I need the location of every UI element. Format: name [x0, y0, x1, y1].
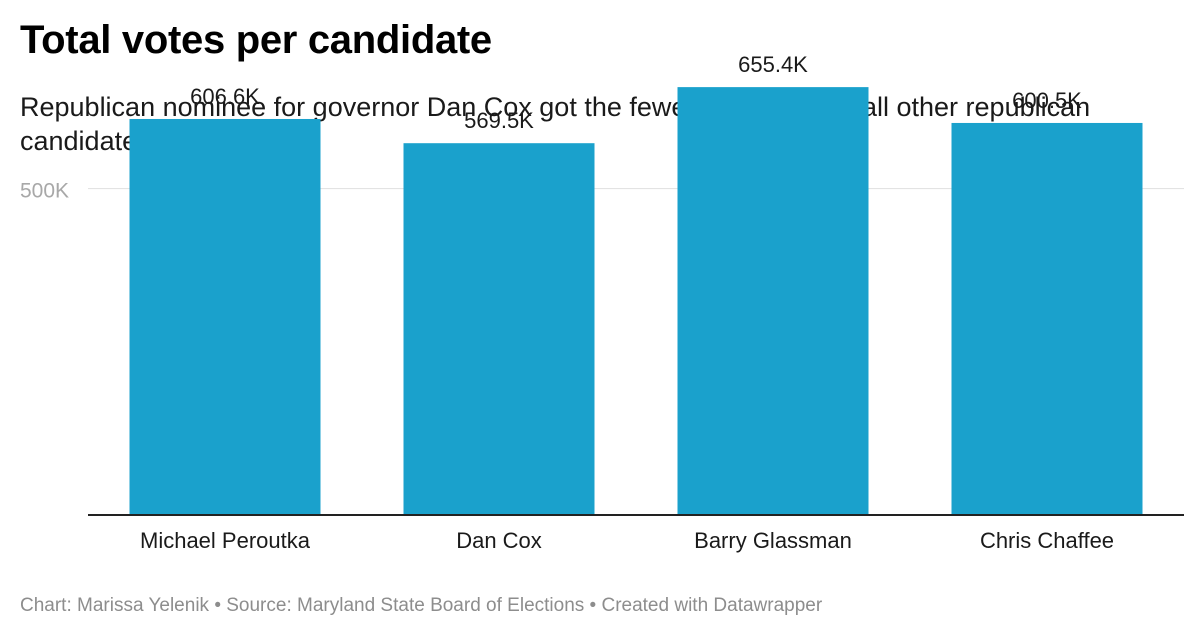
value-label: 655.4K — [738, 52, 808, 77]
value-label: 606.6K — [190, 84, 260, 109]
x-tick-label: Dan Cox — [456, 528, 542, 553]
x-axis: Michael Peroutka Dan Cox Barry Glassman Chr… — [88, 514, 1184, 553]
value-labels: 606.6K 569.5K 655.4K 600.5K — [190, 52, 1082, 133]
chart-title: Total votes per candidate — [20, 18, 492, 62]
bar — [677, 87, 869, 515]
x-tick-label: Barry Glassman — [694, 528, 852, 553]
chart-footer: Chart: Marissa Yelenik • Source: Marylan… — [20, 595, 823, 616]
bar — [403, 143, 595, 515]
x-tick-label: Chris Chaffee — [980, 528, 1114, 553]
bars — [129, 87, 1143, 515]
bar — [951, 122, 1143, 515]
y-tick-label: 500K — [20, 180, 69, 203]
value-label: 600.5K — [1012, 88, 1082, 113]
bar — [129, 118, 321, 515]
x-tick-label: Michael Peroutka — [140, 528, 311, 553]
value-label: 569.5K — [464, 108, 534, 133]
bar-chart: 500K 606.6K 569.5K 655.4K 600.5K Michael Pe… — [20, 52, 1184, 553]
